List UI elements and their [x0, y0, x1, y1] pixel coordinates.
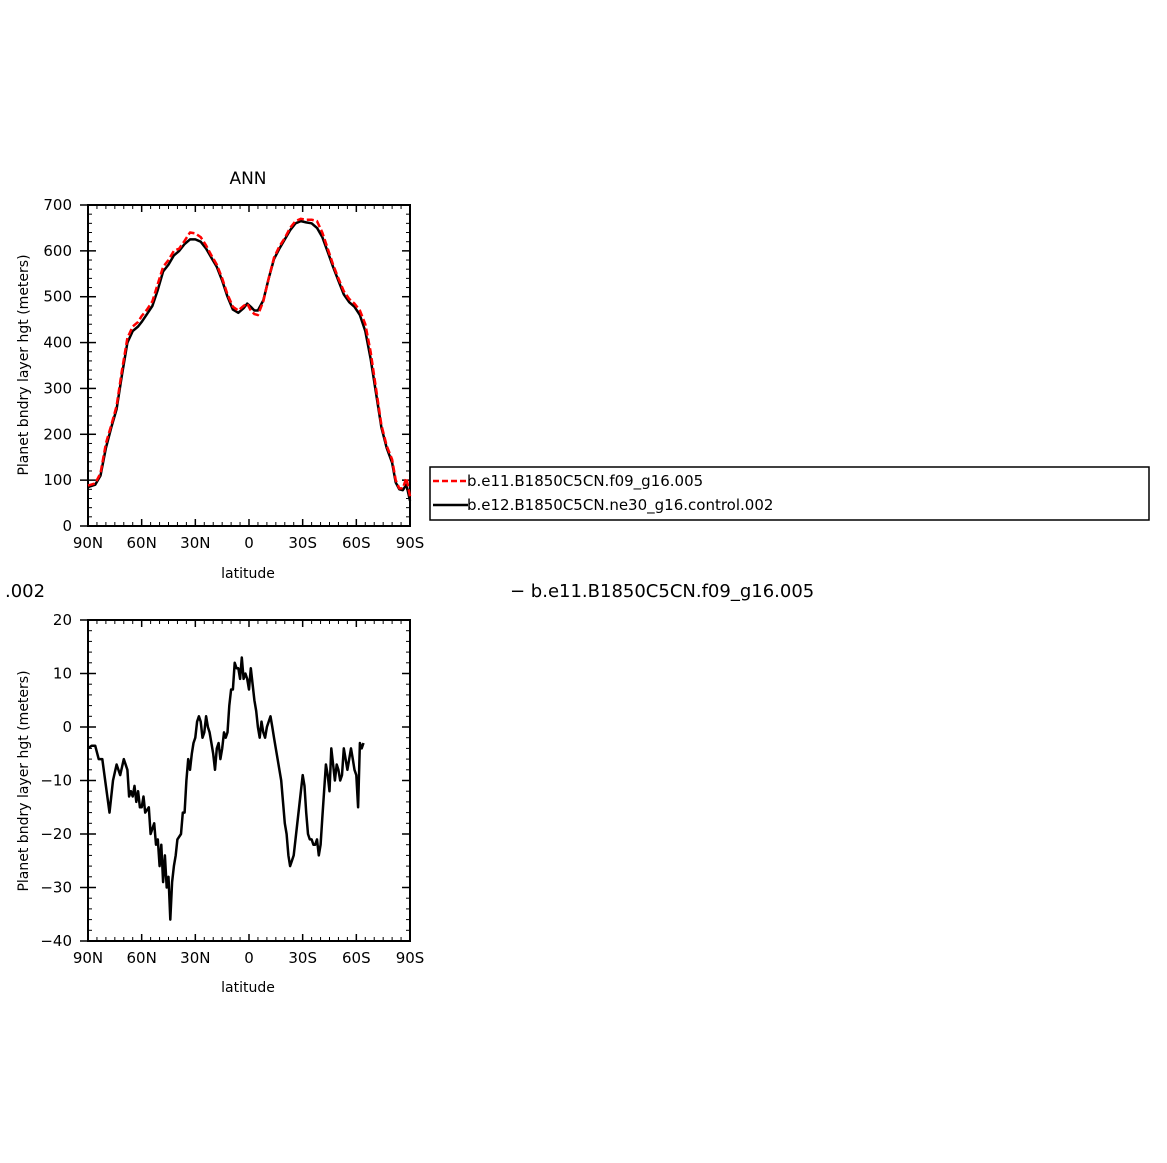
bottom-xlabel: latitude [221, 980, 275, 996]
bottom-panel: .002 − b.e11.B1850C5CN.f09_g16.005 Plane… [5, 581, 814, 996]
top-x-tick-label: 0 [244, 534, 254, 552]
bottom-x-tick-label: 0 [244, 949, 254, 967]
bottom-y-tick-label: 0 [62, 718, 72, 736]
bottom-series-line-0 [87, 656, 365, 921]
top-panel: ANN Planet bndry layer hgt (meters) lati… [16, 169, 424, 582]
top-xlabel: latitude [221, 566, 275, 582]
bottom-y-tick-label: −40 [40, 932, 72, 950]
legend-label-model2: b.e12.B1850C5CN.ne30_g16.control.002 [467, 496, 773, 515]
top-y-tick-label: 0 [62, 517, 72, 535]
legend-box [429, 466, 1150, 521]
top-series-line-1 [87, 219, 412, 502]
top-y-tick-label: 600 [43, 242, 72, 260]
top-y-tick-label: 400 [43, 334, 72, 352]
top-x-tick-label: 30S [288, 534, 317, 552]
bottom-y-ticks: −40 −30 −20 −10 0 10 20 [40, 611, 410, 950]
top-y-tick-label: 500 [43, 288, 72, 306]
top-x-tick-label: 90S [396, 534, 425, 552]
bottom-subtitle: − b.e11.B1850C5CN.f09_g16.005 [510, 581, 814, 602]
top-x-tick-label: 30N [180, 534, 210, 552]
bottom-ylabel: Planet bndry layer hgt (meters) [16, 670, 32, 891]
bottom-x-tick-label: 60S [342, 949, 371, 967]
bottom-y-tick-label: −30 [40, 879, 72, 897]
top-y-tick-label: 200 [43, 425, 72, 443]
bottom-x-tick-label: 30S [288, 949, 317, 967]
top-y-tick-label: 700 [43, 196, 72, 214]
bottom-y-tick-label: 10 [53, 665, 72, 683]
top-y-tick-label: 100 [43, 471, 72, 489]
top-x-ticks: 90N 60N 30N 0 30S 60S 90S [73, 205, 424, 552]
top-x-tick-label: 90N [73, 534, 103, 552]
bottom-y-tick-label: −10 [40, 772, 72, 790]
bottom-title-fragment: .002 [5, 581, 45, 602]
bottom-x-tick-label: 90S [396, 949, 425, 967]
legend-label-model1: b.e11.B1850C5CN.f09_g16.005 [467, 472, 703, 491]
bottom-x-tick-label: 90N [73, 949, 103, 967]
bottom-y-tick-label: 20 [53, 611, 72, 629]
top-ylabel: Planet bndry layer hgt (meters) [16, 254, 32, 475]
top-y-ticks: 0 100 200 300 400 500 600 700 [43, 196, 410, 535]
bottom-x-tick-label: 60N [127, 949, 157, 967]
top-y-tick-label: 300 [43, 379, 72, 397]
top-x-tick-label: 60S [342, 534, 371, 552]
bottom-x-ticks: 90N 60N 30N 0 30S 60S 90S [73, 620, 424, 967]
bottom-y-tick-label: −20 [40, 825, 72, 843]
bottom-series-lines [87, 656, 365, 921]
bottom-x-tick-label: 30N [180, 949, 210, 967]
bottom-plot-frame [87, 619, 411, 942]
top-x-tick-label: 60N [127, 534, 157, 552]
top-plot-frame [87, 204, 411, 527]
top-series-line-0 [87, 217, 412, 497]
legend: b.e11.B1850C5CN.f09_g16.005 b.e12.B1850C… [429, 466, 1150, 521]
top-series-lines [87, 217, 412, 502]
top-title: ANN [229, 169, 266, 189]
